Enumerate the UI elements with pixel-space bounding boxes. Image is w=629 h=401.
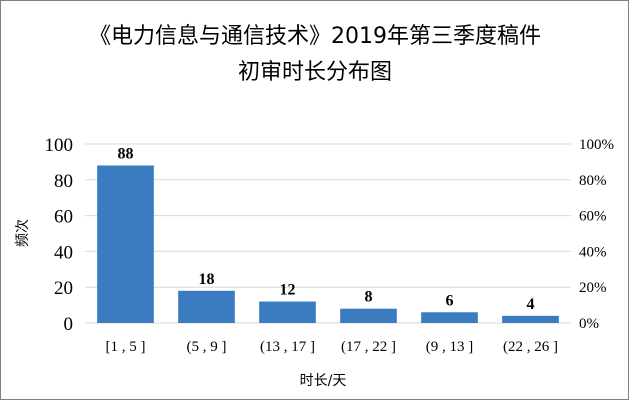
data-label: 8 [365, 289, 373, 306]
x-tick-label: (17 , 22 ] [341, 339, 396, 355]
y-tick-label: 0 [64, 314, 74, 335]
gridlines [85, 143, 571, 324]
x-tick-label: (13 , 17 ] [260, 339, 315, 355]
y2-axis-ticks: 0% 20% 40% 60% 80% 100% [579, 137, 614, 332]
y-tick-label: 60 [54, 207, 73, 228]
y2-tick-label: 60% [579, 209, 607, 225]
bar [178, 290, 235, 323]
y2-tick-label: 0% [579, 316, 599, 332]
bars [97, 165, 559, 323]
y-axis-title: 频次 [15, 219, 31, 247]
data-label: 12 [280, 282, 296, 299]
bar [502, 315, 559, 323]
data-label: 6 [446, 292, 454, 309]
bar [421, 312, 478, 323]
y-tick-label: 20 [54, 278, 73, 299]
x-tick-label: (9 , 13 ] [426, 339, 474, 355]
bar [97, 165, 154, 323]
data-label: 4 [527, 296, 535, 313]
data-label: 88 [118, 145, 134, 162]
y-tick-label: 80 [54, 171, 73, 192]
x-axis-ticks: [1 , 5 ] (5 , 9 ] (13 , 17 ] (17 , 22 ] (9 ,… [106, 339, 559, 355]
x-tick-label: [1 , 5 ] [106, 339, 146, 355]
y2-tick-label: 20% [579, 280, 607, 296]
x-tick-label: (22 , 26 ] [503, 339, 558, 355]
y2-tick-label: 40% [579, 244, 607, 260]
chart-subtitle: 初审时长分布图 [238, 60, 392, 85]
y2-tick-label: 80% [579, 173, 607, 189]
y-tick-label: 100 [45, 135, 74, 156]
y-tick-label: 40 [54, 242, 73, 263]
bar [340, 308, 397, 323]
y-axis-ticks: 0 20 40 60 80 100 [45, 135, 74, 335]
chart-title: 《电力信息与通信技术》2019年第三季度稿件 [89, 24, 541, 49]
x-tick-label: (5 , 9 ] [187, 339, 227, 355]
data-labels: 88 18 12 8 6 4 [118, 145, 535, 312]
y2-tick-label: 100% [579, 137, 614, 153]
data-label: 18 [199, 271, 215, 288]
bar [259, 301, 316, 323]
x-axis-title: 时长/天 [300, 373, 347, 389]
